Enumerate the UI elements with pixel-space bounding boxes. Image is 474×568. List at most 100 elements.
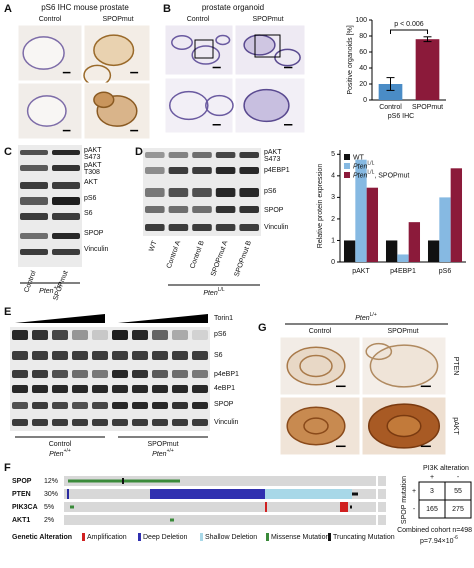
y-tick-label: 1 xyxy=(331,237,335,244)
blot-band xyxy=(52,233,80,239)
y-tick-label: 80 xyxy=(359,33,367,40)
gene-track xyxy=(64,515,376,525)
blot-band xyxy=(72,330,88,340)
treatment-label: Torin1 xyxy=(214,315,233,322)
protein-label: Vinculin xyxy=(214,419,238,426)
y-tick-label: 100 xyxy=(355,17,367,24)
legend-label-part: Pten xyxy=(353,163,368,170)
genotype-label: Pten+/+ xyxy=(39,285,61,295)
zoom-box xyxy=(254,34,281,58)
blot-band xyxy=(145,224,165,231)
blot-band xyxy=(92,385,108,393)
table-row-title: SPOP mutation xyxy=(401,476,408,524)
blot-band xyxy=(239,167,259,174)
blot-band xyxy=(152,385,168,393)
blot-band xyxy=(239,206,259,213)
stain-label: pAKT xyxy=(452,417,459,435)
p-value-part: -6 xyxy=(453,535,458,541)
y-tick-label: 40 xyxy=(359,65,367,72)
legend-label: WT xyxy=(353,154,365,161)
genotype-label-part: +/+ xyxy=(54,285,61,291)
blot-band xyxy=(12,385,28,393)
blot-band xyxy=(168,224,189,231)
tissue-structure xyxy=(26,95,67,127)
p-value: p=7.94×10-6 xyxy=(420,535,458,545)
y-tick-label: 5 xyxy=(331,151,335,158)
table-cell: 3 xyxy=(430,488,434,495)
genotype-label-part: +/+ xyxy=(167,448,174,454)
gene-percent: 12% xyxy=(44,478,58,485)
legend-swatch xyxy=(344,163,350,169)
blot-band xyxy=(112,370,128,378)
annotation: p < 0.006 xyxy=(394,21,423,28)
western-blot xyxy=(18,145,82,267)
treatment-wedge xyxy=(118,314,208,323)
protein-label: pAKT xyxy=(84,147,102,154)
blot-band xyxy=(172,402,188,409)
legend-label-part: L/L xyxy=(367,170,374,176)
lane-label: Control B xyxy=(189,240,206,270)
protein-label: pAKT xyxy=(264,149,282,156)
blot-band xyxy=(52,402,68,409)
protein-label: SPOP xyxy=(214,401,234,408)
gene-percent: 5% xyxy=(44,504,54,511)
legend-swatch xyxy=(344,154,350,160)
blot-band xyxy=(215,167,236,174)
panel-letter: A xyxy=(4,3,12,15)
legend-swatch xyxy=(82,533,85,541)
table-title: PI3K alteration xyxy=(423,465,469,472)
legend-swatch xyxy=(328,533,331,541)
tissue-structure xyxy=(299,354,333,378)
table-row-label: + xyxy=(412,488,416,495)
blot-band xyxy=(192,330,208,340)
bar xyxy=(343,240,356,262)
blot-band xyxy=(12,370,28,378)
genotype-label-part: Pten xyxy=(49,451,64,458)
legend-label: Truncating Mutation xyxy=(333,534,395,541)
stain-label: PTEN xyxy=(452,357,459,376)
protein-label: pAKT xyxy=(84,162,102,169)
legend-label-part: , SPOPmut xyxy=(374,172,409,179)
group-label: Control xyxy=(49,441,72,448)
blot-band xyxy=(172,330,188,340)
blot-band xyxy=(20,249,48,255)
blot-band xyxy=(20,233,48,239)
lane-label: WT xyxy=(148,239,159,252)
table-col-label: - xyxy=(457,474,460,481)
lane-label: Control xyxy=(23,270,37,294)
blot-band xyxy=(72,402,88,409)
protein-label: T308 xyxy=(84,169,100,176)
blot-band xyxy=(72,370,88,378)
protein-label: pS6 xyxy=(264,188,277,195)
bar xyxy=(408,222,421,262)
blot-band xyxy=(112,402,128,409)
blot-band xyxy=(132,351,148,360)
blot-band xyxy=(152,330,168,340)
micrograph xyxy=(164,77,234,134)
blot-band xyxy=(192,402,208,409)
genotype-label-part: L/+ xyxy=(370,312,377,318)
blot-band xyxy=(52,351,68,360)
alteration xyxy=(340,502,348,512)
blot-band xyxy=(32,351,48,360)
genotype-label-part: L/L xyxy=(218,287,225,293)
blot-band xyxy=(20,213,48,220)
blot-band xyxy=(20,165,48,171)
x-tick-label: pS6 xyxy=(439,268,452,275)
blot-band xyxy=(52,330,68,340)
blot-band xyxy=(32,385,48,393)
group-label: SPOPmut xyxy=(147,441,178,448)
legend-swatch xyxy=(266,533,269,541)
blot-band xyxy=(132,385,148,393)
column-label: SPOPmut xyxy=(102,16,133,23)
blot-band xyxy=(92,330,108,340)
lane-label: SPOPmut A xyxy=(210,240,229,278)
protein-label: S473 xyxy=(84,154,100,161)
blot-band xyxy=(192,188,212,197)
gene-label: AKT1 xyxy=(12,517,30,524)
bar xyxy=(397,254,409,262)
gene-track xyxy=(378,502,386,512)
alteration xyxy=(70,505,74,509)
legend-swatch xyxy=(200,533,203,541)
